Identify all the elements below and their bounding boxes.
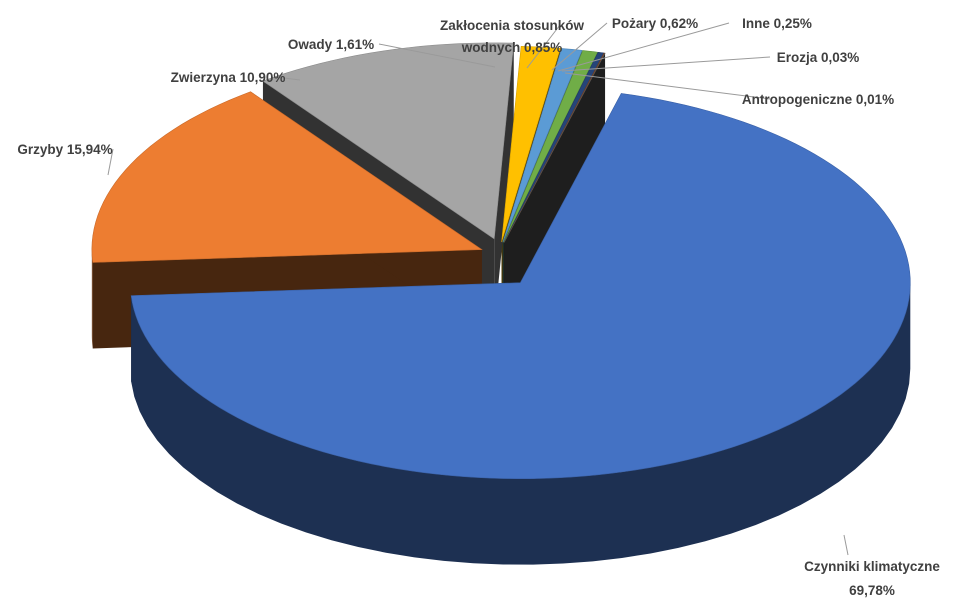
leader-line-5 (551, 22, 608, 71)
slice-top-zwierzyna (262, 42, 515, 240)
slice-top-grzyby (91, 91, 483, 263)
data-label-inne: Inne 0,25% (742, 16, 812, 31)
leader-line-6 (557, 22, 730, 72)
data-labels: Czynniki klimatyczne 69,78% Grzyby 15,94% Z… (17, 16, 940, 598)
leader-lines (107, 22, 849, 556)
leader-line-0 (843, 534, 849, 556)
data-label-zakłocenia-stosunków-wodnych: Zakłocenia stosunków wodnych 0,85% (440, 18, 585, 55)
slice-top-zakłocenia-stosunków-wodnych (502, 48, 583, 243)
data-label-erozja: Erozja 0,03% (777, 50, 860, 65)
leader-line-3 (378, 43, 496, 68)
pie-top-layer (91, 42, 911, 480)
leader-line-1 (107, 148, 114, 176)
data-label-antropogeniczne: Antropogeniczne 0,01% (742, 92, 894, 107)
leader-line-7 (561, 56, 771, 72)
slice-outer-wall-0-0 (131, 282, 911, 565)
pie-depth-layer (91, 43, 911, 565)
data-label-zwierzyna: Zwierzyna 10,90% (171, 70, 286, 85)
slice-top-antropogeniczne (503, 52, 606, 243)
leader-line-2 (275, 76, 301, 81)
data-label-pożary: Pożary 0,62% (612, 16, 698, 31)
slice-8 (504, 53, 606, 329)
slice-wall-8-1 (504, 53, 606, 329)
slice-wall-2-1 (494, 43, 514, 325)
data-label-czynniki-klimatyczne: Czynniki klimatyczne 69,78% (804, 559, 940, 598)
leader-line-8 (564, 72, 771, 100)
slice-top-pożary (503, 50, 599, 243)
data-label-grzyby: Grzyby 15,94% (17, 142, 112, 157)
slice-top-owady (501, 46, 561, 243)
slice-top-czynniki-klimatyczne (130, 93, 911, 480)
leader-line-4 (526, 24, 561, 69)
data-label-owady: Owady 1,61% (288, 37, 374, 52)
slice-outer-wall-1-0 (91, 249, 93, 349)
